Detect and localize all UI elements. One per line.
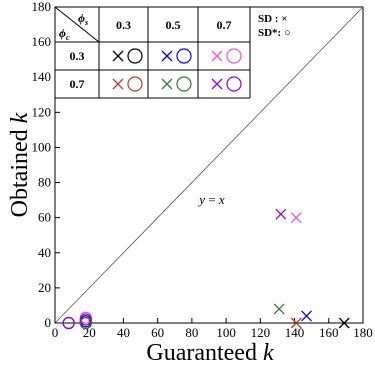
diagonal-reference: y = x — [54, 6, 364, 324]
sd-marker — [290, 317, 302, 329]
x-axis-label: Guaranteed k — [146, 340, 274, 365]
legend-sd-star-marker — [127, 48, 143, 64]
marker-legend: SD : × SD*: ○ — [258, 13, 291, 39]
y-tick-label: 20 — [38, 280, 51, 295]
x-tick-label: 120 — [251, 325, 271, 340]
x-tick-label: 80 — [185, 325, 198, 340]
legend-sd-marker — [161, 78, 173, 90]
y-tick-label: 0 — [45, 315, 52, 330]
legend-sd-star-marker — [226, 48, 242, 64]
y-tick-label: 40 — [38, 245, 51, 260]
data-markers — [62, 208, 350, 330]
x-tick-label: 100 — [216, 325, 236, 340]
legend-sd-marker — [161, 50, 173, 62]
x-tick-label: 160 — [319, 325, 339, 340]
legend-header-diagonal — [54, 6, 100, 43]
diagonal-label: y = x — [197, 192, 225, 207]
y-axis-label: Obtained k — [7, 112, 33, 217]
sd-marker — [290, 212, 302, 224]
x-tick-label: 140 — [285, 325, 305, 340]
sd-marker — [301, 310, 312, 322]
marker-legend-entry: SD : × — [258, 13, 288, 25]
legend-sd-star-marker — [226, 76, 242, 92]
legend-header-phi-c: ϕc — [59, 26, 70, 42]
axis-ticks: 0 20 40 60 80 100 120 140 160 1800204060801001201… — [32, 0, 373, 340]
x-tick-label: 40 — [117, 325, 130, 340]
legend-sd-marker — [211, 50, 223, 62]
axis-labels: Guaranteed k Obtained k — [7, 112, 274, 365]
legend-column-label: 0.7 — [217, 18, 232, 32]
y-tick-label: 80 — [38, 175, 51, 190]
legend-header-phi-s: ϕs — [78, 11, 88, 27]
legend-sd-marker — [211, 78, 223, 90]
sd-star-marker — [62, 316, 75, 330]
sd-star-marker — [79, 316, 92, 330]
legend-sd-marker — [112, 50, 124, 62]
y-tick-label: 180 — [32, 0, 52, 14]
legend-column-label: 0.3 — [116, 18, 131, 32]
y-tick-label: 60 — [38, 210, 51, 225]
marker-legend-entry: SD*: ○ — [258, 27, 291, 39]
legend-sd-star-marker — [176, 76, 192, 92]
y-tick-label: 120 — [32, 104, 52, 119]
legend-column-label: 0.5 — [166, 18, 181, 32]
x-tick-label: 180 — [353, 325, 373, 340]
legend-sd-marker — [112, 78, 124, 90]
legend-sd-star-marker — [127, 76, 143, 92]
y-tick-label: 160 — [32, 34, 52, 49]
y-tick-label: 100 — [32, 139, 52, 154]
legend-row-label: 0.3 — [70, 49, 85, 63]
sd-marker — [273, 303, 285, 315]
x-tick-label: 60 — [151, 325, 164, 340]
sd-marker — [338, 317, 350, 329]
sd-marker — [275, 208, 287, 220]
legend-row-label: 0.7 — [70, 77, 85, 91]
diagonal-line — [54, 6, 364, 324]
y-tick-label: 140 — [32, 69, 52, 84]
x-tick-label: 0 — [52, 325, 59, 340]
legend-sd-star-marker — [176, 48, 192, 64]
sd-star-marker — [79, 313, 92, 326]
